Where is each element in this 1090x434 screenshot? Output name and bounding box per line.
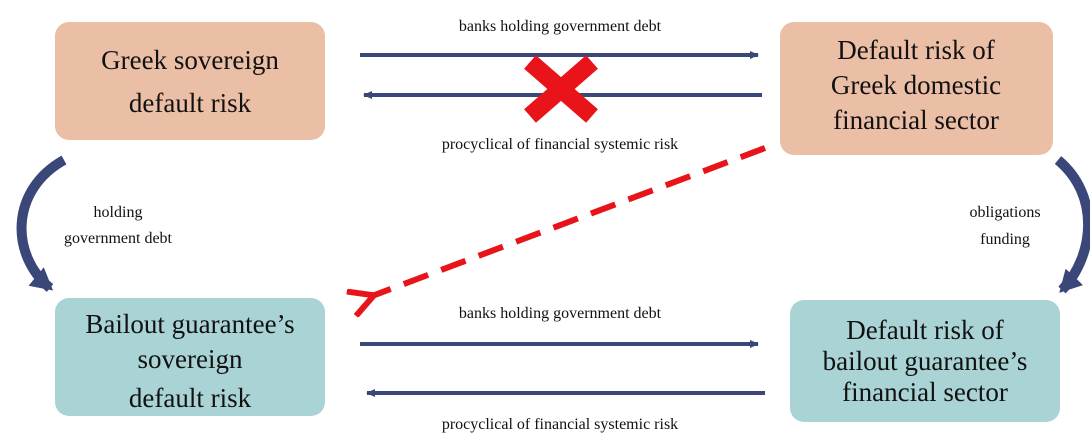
edge-label: banks holding government debt <box>459 18 662 35</box>
node: Default risk of bailout guarantee’s fina… <box>790 300 1060 422</box>
node-text: Greek domestic <box>831 70 1001 100</box>
node-box <box>55 22 325 140</box>
node-text: bailout guarantee’s <box>823 346 1028 376</box>
edge-label: procyclical of financial systemic risk <box>442 136 678 153</box>
node-text: financial sector <box>842 377 1008 407</box>
edge-label: funding <box>980 231 1030 248</box>
node-text: default risk <box>129 383 252 413</box>
node: Greek sovereign default risk <box>55 22 325 140</box>
edge-label: obligations <box>969 204 1040 221</box>
cross <box>524 55 598 123</box>
node-text: Bailout guarantee’s <box>85 309 294 339</box>
node-text: Default risk of <box>846 315 1003 345</box>
edge-label: procyclical of financial systemic risk <box>442 416 678 433</box>
node-box <box>780 22 1053 155</box>
dashed-arrow <box>372 145 767 296</box>
edge-label: government debt <box>64 230 173 247</box>
node-box <box>55 298 325 416</box>
node-text: financial sector <box>833 105 999 135</box>
edge-label: holding <box>94 204 143 221</box>
node-text: default risk <box>129 88 252 118</box>
node-text: Default risk of <box>837 35 994 65</box>
node-box <box>790 300 1060 422</box>
curved-arrow <box>1054 156 1090 294</box>
node-text: Greek sovereign <box>101 45 279 75</box>
node: Default risk of Greek domestic financial… <box>780 22 1053 155</box>
node-text: sovereign <box>138 344 243 374</box>
node: Bailout guarantee’s sovereign default ri… <box>55 298 325 416</box>
edge-label: banks holding government debt <box>459 305 662 322</box>
curved-arrow <box>16 155 67 292</box>
